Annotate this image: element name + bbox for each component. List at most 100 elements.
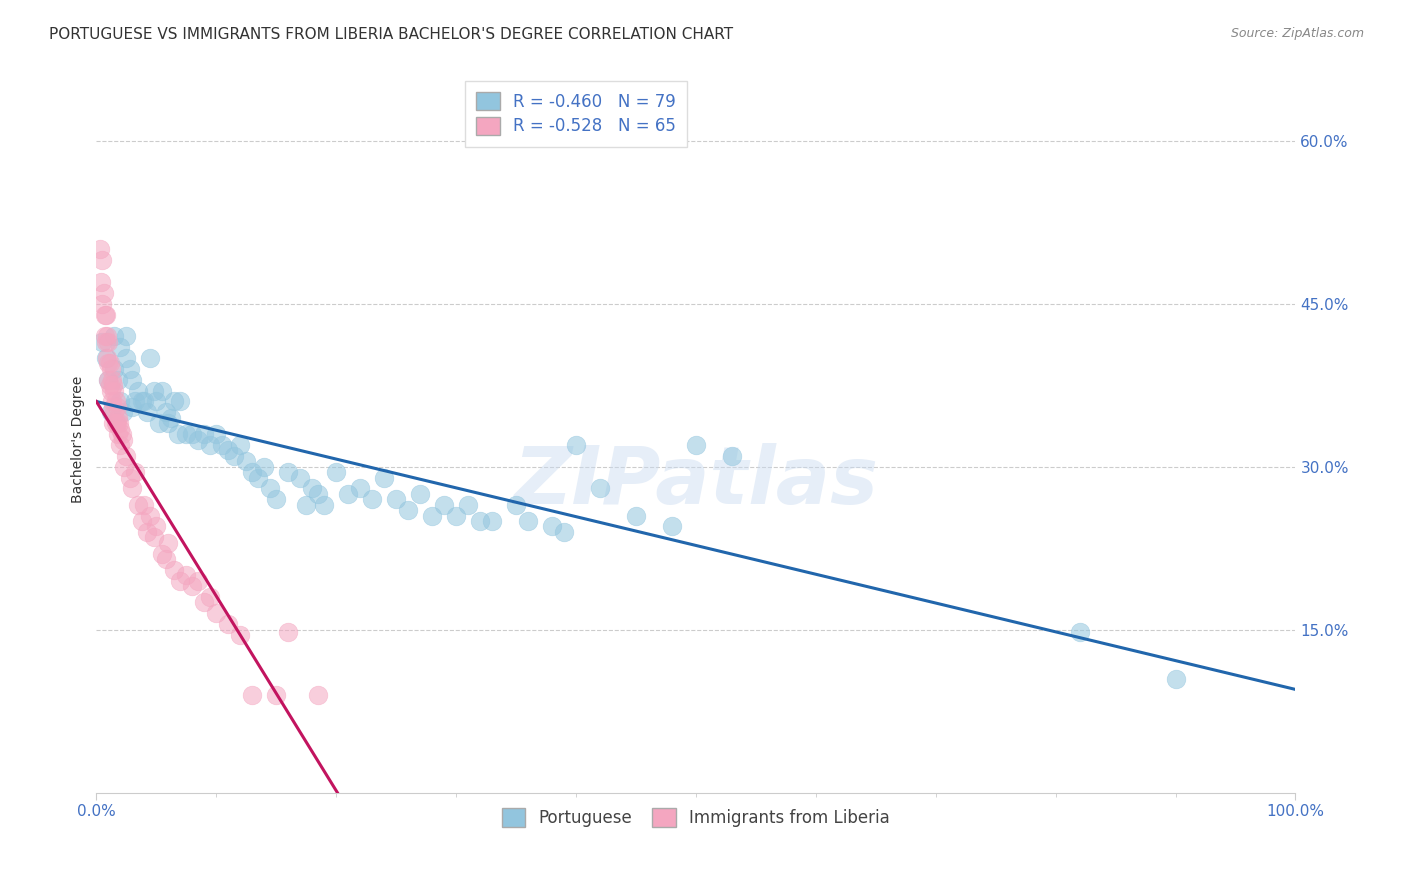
- Point: [91, 334, 114, 349]
- Point: [193, 427, 215, 442]
- Point: [624, 508, 647, 523]
- Point: [93, 308, 115, 322]
- Point: [101, 416, 124, 430]
- Point: [325, 465, 347, 479]
- Point: [1164, 672, 1187, 686]
- Point: [240, 465, 263, 479]
- Point: [187, 574, 209, 588]
- Point: [157, 416, 180, 430]
- Point: [127, 384, 149, 398]
- Point: [110, 340, 132, 354]
- Point: [159, 410, 181, 425]
- Point: [385, 492, 408, 507]
- Point: [307, 487, 329, 501]
- Point: [103, 362, 125, 376]
- Point: [127, 498, 149, 512]
- Y-axis label: Bachelor's Degree: Bachelor's Degree: [72, 376, 86, 503]
- Point: [112, 459, 135, 474]
- Point: [181, 579, 204, 593]
- Point: [541, 519, 564, 533]
- Point: [103, 384, 125, 398]
- Point: [124, 394, 146, 409]
- Point: [100, 384, 122, 398]
- Point: [277, 465, 299, 479]
- Point: [96, 351, 118, 365]
- Point: [110, 394, 132, 409]
- Point: [553, 524, 575, 539]
- Point: [107, 373, 129, 387]
- Point: [115, 351, 138, 365]
- Point: [100, 405, 122, 419]
- Point: [661, 519, 683, 533]
- Point: [193, 595, 215, 609]
- Point: [240, 688, 263, 702]
- Point: [145, 394, 167, 409]
- Point: [91, 296, 114, 310]
- Point: [89, 243, 111, 257]
- Point: [169, 574, 191, 588]
- Point: [94, 351, 117, 365]
- Point: [457, 498, 479, 512]
- Point: [167, 427, 190, 442]
- Point: [155, 405, 177, 419]
- Point: [337, 487, 360, 501]
- Point: [107, 410, 129, 425]
- Point: [101, 378, 124, 392]
- Point: [107, 427, 129, 442]
- Point: [148, 416, 170, 430]
- Point: [373, 470, 395, 484]
- Point: [110, 422, 132, 436]
- Text: Source: ZipAtlas.com: Source: ZipAtlas.com: [1230, 27, 1364, 40]
- Point: [307, 688, 329, 702]
- Point: [100, 362, 122, 376]
- Point: [205, 607, 228, 621]
- Point: [174, 427, 197, 442]
- Point: [142, 530, 165, 544]
- Point: [135, 524, 157, 539]
- Point: [200, 590, 222, 604]
- Point: [121, 373, 143, 387]
- Point: [685, 438, 707, 452]
- Point: [349, 482, 371, 496]
- Point: [111, 405, 134, 419]
- Point: [396, 503, 419, 517]
- Point: [295, 498, 318, 512]
- Point: [444, 508, 467, 523]
- Point: [101, 373, 124, 387]
- Point: [174, 568, 197, 582]
- Point: [90, 275, 112, 289]
- Point: [110, 427, 132, 442]
- Point: [468, 514, 491, 528]
- Point: [264, 688, 287, 702]
- Point: [98, 378, 121, 392]
- Point: [110, 438, 132, 452]
- Point: [589, 482, 612, 496]
- Point: [94, 308, 117, 322]
- Point: [565, 438, 588, 452]
- Point: [433, 498, 456, 512]
- Point: [187, 433, 209, 447]
- Point: [224, 449, 246, 463]
- Point: [118, 470, 141, 484]
- Point: [103, 405, 125, 419]
- Point: [150, 547, 173, 561]
- Point: [163, 394, 186, 409]
- Point: [104, 416, 127, 430]
- Point: [108, 416, 131, 430]
- Point: [94, 334, 117, 349]
- Point: [97, 356, 120, 370]
- Point: [155, 552, 177, 566]
- Point: [97, 373, 120, 387]
- Point: [139, 508, 162, 523]
- Point: [361, 492, 384, 507]
- Point: [97, 373, 120, 387]
- Point: [134, 498, 156, 512]
- Legend: Portuguese, Immigrants from Liberia: Portuguese, Immigrants from Liberia: [495, 802, 897, 834]
- Text: ZIPatlas: ZIPatlas: [513, 443, 879, 521]
- Point: [181, 427, 204, 442]
- Point: [139, 351, 162, 365]
- Point: [217, 443, 239, 458]
- Point: [247, 470, 270, 484]
- Point: [115, 329, 138, 343]
- Point: [229, 438, 252, 452]
